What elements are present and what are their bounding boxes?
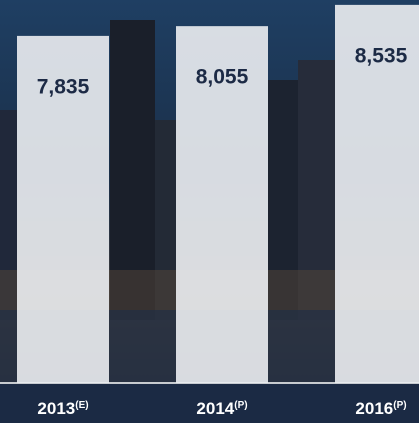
x-tick-label: 2016(P) [355, 399, 406, 418]
category: 2016 [355, 399, 393, 418]
category-note: (P) [393, 400, 406, 411]
category: 2014 [196, 399, 234, 418]
category-note: (E) [75, 400, 88, 411]
footer-band [0, 383, 419, 423]
bar [335, 4, 419, 384]
category: 2013 [37, 399, 75, 418]
value-label: 7,835 [37, 75, 90, 98]
x-tick-label: 2014(P) [196, 399, 247, 418]
bar [17, 35, 109, 384]
bar [176, 26, 268, 383]
category-note: (P) [234, 400, 247, 411]
value-label: 8,535 [355, 44, 408, 67]
x-tick-label: 2013(E) [37, 399, 88, 418]
value-label: 8,055 [196, 66, 249, 89]
